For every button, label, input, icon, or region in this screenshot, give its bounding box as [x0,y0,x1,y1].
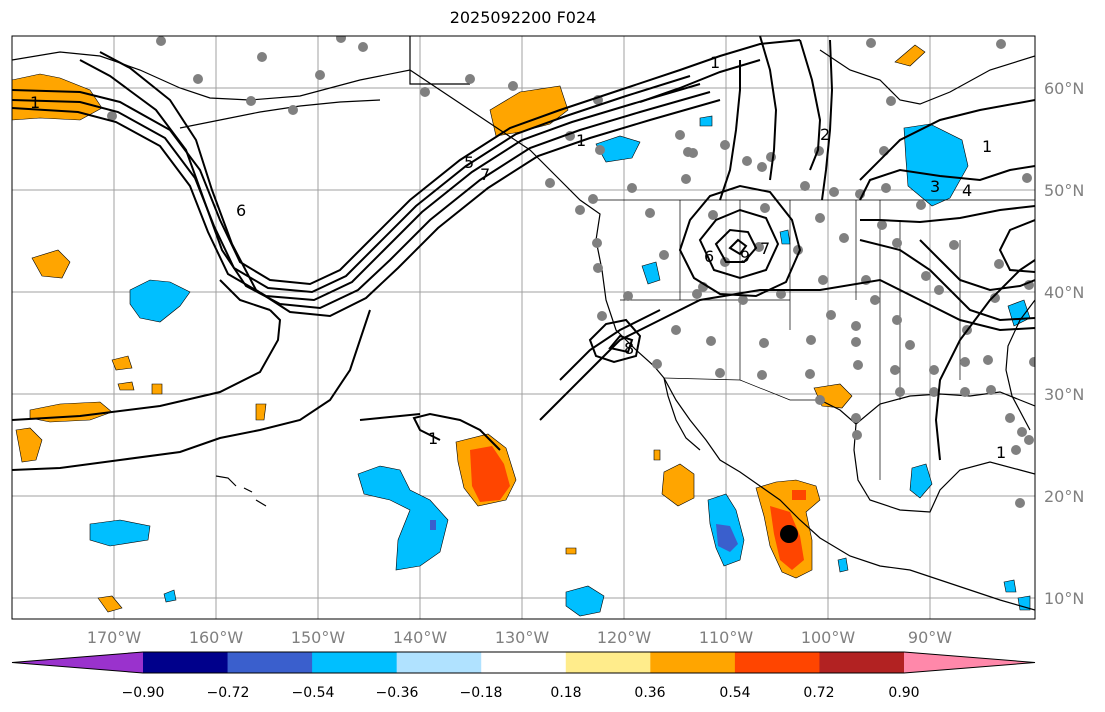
colorbar-segment [143,652,229,673]
colorbar-outline [11,651,1036,674]
colorbar-segment [734,652,820,673]
colorbar-segment [650,652,736,673]
contour-label: 8 [624,339,634,358]
lon-label: 160°W [189,628,244,647]
longitude-labels: 170°W 160°W 150°W 140°W 130°W 120°W 110°… [87,628,952,647]
contour-label: 4 [962,181,972,200]
contour-label: 1 [576,131,586,150]
colorbar-tick-label: 0.72 [803,685,834,701]
map-title: 2025092200 F024 [449,8,597,27]
colorbar-segment [227,652,313,673]
colorbar-tick-label: 0.36 [634,685,665,701]
contour-label: 1 [982,137,992,156]
colorbar-segment [312,652,398,673]
contour-label: 1 [30,93,40,112]
colorbar-segment [481,652,567,673]
contour-label: 7 [760,239,770,258]
lat-label: 20°N [1044,487,1084,506]
colorbar-tick-label: −0.18 [460,685,503,701]
colorbar-tick-label: −0.36 [376,685,419,701]
colorbar-segment [904,652,1035,673]
lon-label: 130°W [495,628,550,647]
contour-label: 7 [480,165,490,184]
lon-label: 120°W [597,628,652,647]
colorbar-tick-label: 0.54 [719,685,750,701]
colorbar-tick-label: −0.54 [292,685,335,701]
event-marker-icon [780,525,798,543]
coastlines [12,36,1035,611]
lat-label: 50°N [1044,181,1084,200]
station-dots [107,36,1035,508]
lon-label: 170°W [87,628,142,647]
lon-label: 100°W [801,628,856,647]
lat-label: 40°N [1044,283,1084,302]
lon-label: 90°W [908,628,952,647]
contour-label: 1 [996,443,1006,462]
colorbar-tick-label: −0.90 [122,685,165,701]
map-border [11,35,1036,620]
colorbar-tick-label: −0.72 [207,685,250,701]
colorbar [11,651,1036,674]
lon-label: 140°W [393,628,448,647]
colorbar-segment [12,652,143,673]
lat-label: 60°N [1044,79,1084,98]
colorbar-segment [396,652,482,673]
contour-label-group: 1 1 6 5 7 1 1 3 4 2 1 6 9 7 8 1 [30,53,1006,462]
contour-lines [12,36,1035,471]
colorbar-tick-labels: −0.90 −0.72 −0.54 −0.36 −0.18 0.18 0.36 … [122,685,920,701]
colorbar-segment [565,652,651,673]
contour-label: 3 [930,177,940,196]
lat-label: 30°N [1044,385,1084,404]
contour-label: 5 [464,153,474,172]
colorbar-tick-label: 0.18 [550,685,581,701]
contour-label: 6 [236,201,246,220]
lat-label: 10°N [1044,589,1084,608]
lon-label: 110°W [699,628,754,647]
contour-label: 9 [740,247,750,266]
contour-label: 6 [704,247,714,266]
contour-label: 1 [428,429,438,448]
contour-label: 2 [820,125,830,144]
map-panel [12,36,1035,619]
colorbar-segment [819,652,905,673]
lon-label: 150°W [291,628,346,647]
contour-label: 1 [710,53,720,72]
latitude-labels: 60°N 50°N 40°N 30°N 20°N 10°N [1044,79,1084,608]
colorbar-tick-label: 0.90 [888,685,919,701]
